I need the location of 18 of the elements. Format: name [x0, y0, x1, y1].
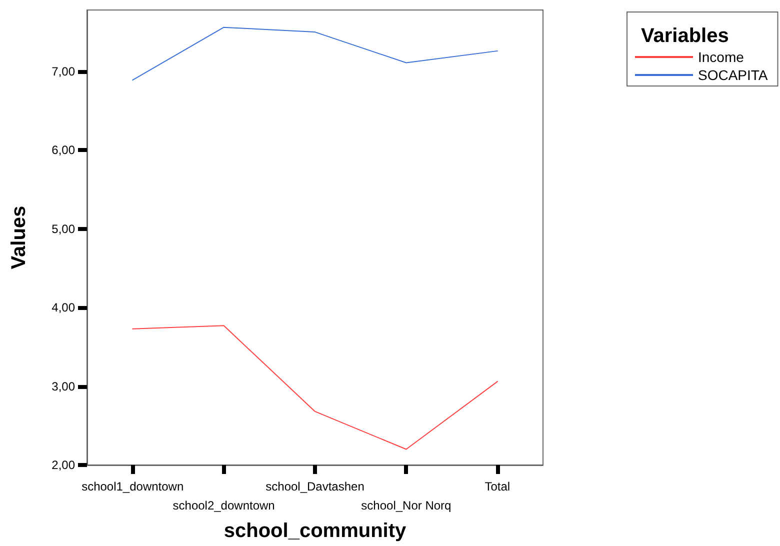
- legend-label: Income: [698, 49, 744, 65]
- x-tick-label: school1_downtown: [82, 480, 184, 494]
- x-tick-label: school_Nor Norq: [361, 498, 452, 512]
- legend-title: Variables: [641, 25, 729, 47]
- y-tick-label: 6,00: [52, 143, 76, 158]
- y-tick-label: 3,00: [52, 379, 76, 394]
- y-tick-label: 2,00: [52, 458, 76, 472]
- x-tick-label: school2_downtown: [172, 498, 275, 512]
- line-series: [132, 26, 498, 81]
- x-tick-label: school_Davtashen: [266, 480, 364, 494]
- y-axis-title: Values: [8, 206, 30, 270]
- y-tick-label: 4,00: [52, 300, 76, 315]
- y-tick-label: 7,00: [52, 64, 76, 78]
- line-series: [132, 325, 498, 450]
- x-tick-label: Total: [484, 480, 510, 494]
- x-axis-title: school_community: [224, 520, 407, 542]
- y-tick-label: 5,00: [52, 222, 76, 236]
- legend-label: SOCAPITA: [698, 67, 768, 83]
